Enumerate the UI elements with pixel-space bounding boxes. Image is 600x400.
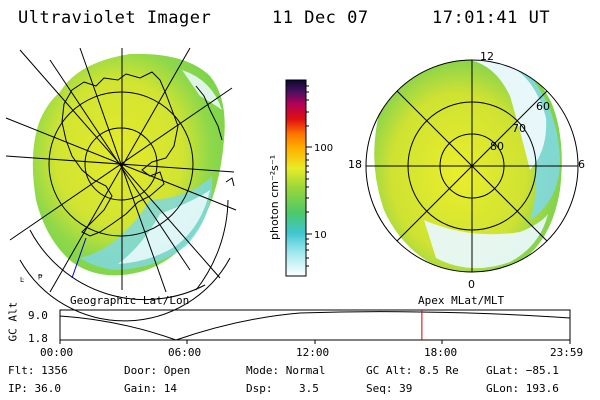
apex-caption: Apex MLat/MLT — [418, 294, 505, 307]
xtick-0600: 06:00 — [168, 346, 202, 359]
altitude-plot-frame — [59, 309, 571, 341]
status-dsp: Dsp: 3.5 — [246, 382, 319, 395]
svg-text:ᵽ: ᵽ — [38, 272, 43, 280]
mlt-label-18: 18 — [348, 158, 362, 171]
xtick-1200: 12:00 — [296, 346, 330, 359]
status-door: Door: Open — [124, 364, 191, 377]
status-glat: GLat: −85.1 — [486, 364, 559, 377]
mlt-label-12: 12 — [480, 50, 494, 63]
colorbar-ticks — [306, 85, 312, 267]
status-mode: Mode: Normal — [246, 364, 326, 377]
status-ip: IP: 36.0 — [8, 382, 61, 395]
status-seq: Seq: 39 — [366, 382, 413, 395]
colorbar-tick-100: 100 — [314, 143, 333, 154]
mlt-label-0: 0 — [468, 278, 475, 291]
gc-alt-ylabel: GC Alt — [6, 301, 20, 342]
ytick-1-8: 1.8 — [28, 332, 48, 345]
altitude-curve — [59, 311, 571, 341]
xtick-0000: 00:00 — [40, 346, 74, 359]
ytick-9: 9.0 — [28, 309, 48, 322]
status-glon: GLon: 193.6 — [486, 382, 559, 395]
colorbar-scale — [285, 79, 307, 277]
left-geo-grid — [5, 47, 237, 322]
xtick-2359: 23:59 — [550, 346, 584, 359]
left-coast-blue — [71, 237, 87, 279]
altitude-plot-ticks — [59, 340, 571, 344]
date-label: 11 Dec 07 — [272, 8, 369, 28]
status-flight: Flt: 1356 — [8, 364, 68, 377]
mlat-label-60: 60 — [536, 100, 550, 113]
geographic-caption: Geographic Lat/Lon — [70, 294, 190, 307]
mlat-label-80: 80 — [490, 140, 504, 153]
status-gc-alt: GC Alt: 8.5 Re — [366, 364, 459, 377]
left-coastlines — [61, 71, 235, 237]
status-gain: Gain: 14 — [124, 382, 177, 395]
time-label: 17:01:41 UT — [432, 8, 551, 28]
mlt-label-6: 6 — [578, 158, 585, 171]
mlat-label-70: 70 — [512, 122, 526, 135]
colorbar-tick-10: 10 — [314, 230, 327, 241]
left-small-marks: Ŀᵽ — [20, 272, 43, 284]
instrument-title: Ultraviolet Imager — [18, 8, 212, 28]
xtick-1800: 18:00 — [424, 346, 458, 359]
svg-text:Ŀ: Ŀ — [20, 276, 24, 284]
right-mlat-grid — [365, 59, 579, 273]
colorbar-unit: photon cm⁻²s⁻¹ — [268, 155, 281, 240]
